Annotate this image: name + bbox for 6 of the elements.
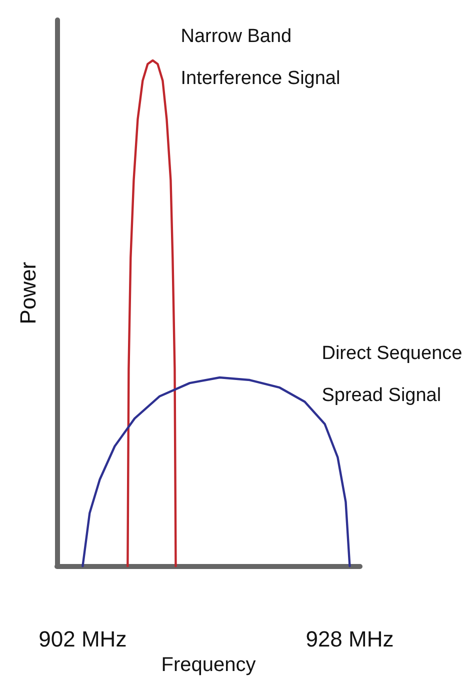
x-tick-label: 902 MHz <box>38 626 127 652</box>
y-axis-title: Power <box>16 262 40 324</box>
x-axis-title: Frequency <box>161 654 256 676</box>
x-tick-label: 928 MHz <box>306 626 394 652</box>
series-label: Narrow Band Interference Signal <box>180 26 340 89</box>
series-label: Direct Sequence Spread Signal <box>322 342 468 406</box>
